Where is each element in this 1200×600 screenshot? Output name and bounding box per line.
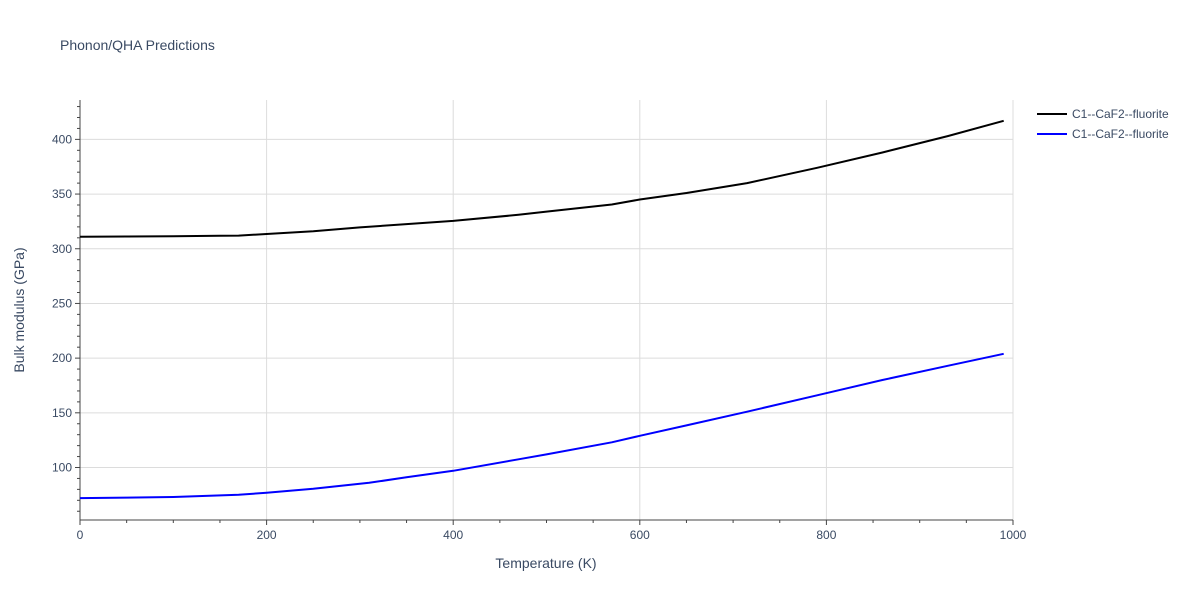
axes: 0 200 400 600 800 1000 100 150 200 250 300 350 400 [52, 100, 1027, 542]
y-tick-label: 250 [52, 296, 72, 310]
y-tick-label: 150 [52, 406, 72, 420]
legend: C1--CaF2--fluorite C1--CaF2--fluorite [1037, 107, 1169, 141]
y-tick-label: 100 [52, 461, 72, 475]
chart-title: Phonon/QHA Predictions [60, 37, 215, 53]
x-tick-label: 1000 [1000, 528, 1027, 542]
x-axis-title: Temperature (K) [495, 555, 596, 571]
series-line-1 [79, 119, 1004, 238]
y-tick-label: 400 [52, 132, 72, 146]
x-tick-label: 800 [816, 528, 836, 542]
x-tick-label: 0 [77, 528, 84, 542]
y-tick-label: 350 [52, 187, 72, 201]
legend-label-2: C1--CaF2--fluorite [1072, 127, 1169, 141]
y-axis-title: Bulk modulus (GPa) [11, 247, 27, 372]
legend-label-1: C1--CaF2--fluorite [1072, 107, 1169, 121]
x-tick-label: 400 [443, 528, 463, 542]
y-tick-label: 200 [52, 351, 72, 365]
x-tick-label: 200 [257, 528, 277, 542]
y-tick-label: 300 [52, 242, 72, 256]
series-lines [79, 119, 1004, 500]
x-tick-label: 600 [630, 528, 650, 542]
grid [80, 100, 1014, 520]
series-line-2 [79, 352, 1004, 500]
